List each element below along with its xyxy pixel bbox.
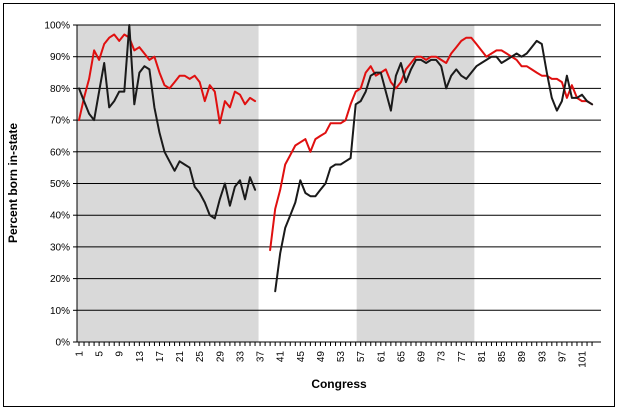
black-series-line <box>78 24 257 220</box>
y-tick-label: 30% <box>50 242 70 253</box>
y-tick-label: 80% <box>50 84 70 95</box>
x-tick-label: 25 <box>195 351 206 363</box>
figure-border <box>3 3 615 407</box>
x-tick-label: 77 <box>457 351 468 363</box>
x-tick-label: 17 <box>155 351 166 363</box>
y-tick-label: 0% <box>56 338 71 349</box>
y-tick-label: 90% <box>50 52 70 63</box>
x-tick-label: 41 <box>276 351 287 363</box>
red-series-line <box>78 33 257 125</box>
x-tick-label: 21 <box>175 351 186 363</box>
y-tick-label: 60% <box>50 147 70 158</box>
x-tick-label: 89 <box>517 351 528 363</box>
x-tick-label: 65 <box>396 351 407 363</box>
x-tick-label: 37 <box>256 351 267 363</box>
x-tick-label: 13 <box>135 351 146 363</box>
y-axis-title: Percent born in-state <box>6 123 20 243</box>
x-tick-label: 57 <box>356 351 367 363</box>
x-tick-label: 1 <box>75 351 86 357</box>
x-tick-label: 73 <box>437 351 448 363</box>
y-tick-label: 70% <box>50 116 70 127</box>
x-axis-title: Congress <box>311 377 367 391</box>
x-tick-label: 29 <box>215 351 226 363</box>
x-tick-label: 69 <box>417 351 428 363</box>
y-tick-label: 40% <box>50 211 70 222</box>
y-tick-label: 20% <box>50 274 70 285</box>
x-tick-label: 93 <box>537 351 548 363</box>
x-tick-label: 5 <box>95 351 106 357</box>
red-series-line <box>269 36 594 252</box>
x-tick-label: 101 <box>578 351 589 368</box>
x-tick-label: 85 <box>497 351 508 363</box>
y-tick-label: 50% <box>50 179 70 190</box>
y-tick-label: 10% <box>50 306 70 317</box>
x-tick-label: 61 <box>376 351 387 363</box>
black-series-line <box>274 39 594 293</box>
x-tick-label: 81 <box>477 351 488 363</box>
x-tick-label: 33 <box>235 351 246 363</box>
x-tick-label: 53 <box>336 351 347 363</box>
x-tick-label: 9 <box>115 351 126 357</box>
x-tick-label: 49 <box>316 351 327 363</box>
y-tick-label: 100% <box>44 21 70 32</box>
x-tick-label: 45 <box>296 351 307 363</box>
chart-plot-area: 0% 10% 20% 30% 40% 50% 60% 70% 80% 90% 100% 1 5 9 13 17… <box>44 21 601 368</box>
x-tick-label: 97 <box>557 351 568 363</box>
